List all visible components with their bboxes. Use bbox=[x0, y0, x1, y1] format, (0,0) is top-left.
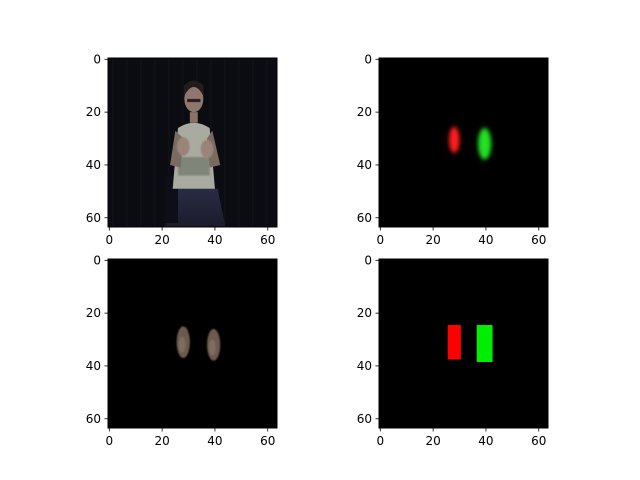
left-hand bbox=[176, 137, 190, 156]
x-tick-label: 40 bbox=[207, 233, 222, 247]
mask-box-1 bbox=[447, 325, 461, 360]
x-tick-label: 20 bbox=[425, 233, 440, 247]
y-tick-label: 0 bbox=[364, 253, 372, 267]
subplot-bottom-right: 0 20 40 60 0 20 40 60 bbox=[357, 253, 549, 448]
person-figure bbox=[112, 58, 268, 227]
right-arm bbox=[207, 130, 221, 168]
x-tick-label: 40 bbox=[207, 434, 222, 448]
axes-frame bbox=[107, 57, 278, 228]
heat-blob-2 bbox=[478, 127, 492, 160]
image-background bbox=[379, 58, 548, 227]
curtain-fold bbox=[252, 58, 254, 227]
image-background bbox=[108, 259, 277, 428]
hand-region-2 bbox=[207, 328, 221, 361]
y-tick-label: 40 bbox=[86, 158, 101, 172]
y-tick-label: 60 bbox=[357, 211, 372, 225]
curtain-fold bbox=[238, 58, 240, 227]
y-tick-label: 20 bbox=[357, 306, 372, 320]
axes-frame bbox=[378, 258, 549, 429]
y-tick-label: 0 bbox=[93, 52, 101, 66]
y-tick-label: 20 bbox=[86, 306, 101, 320]
hair bbox=[184, 80, 204, 97]
x-tick-label: 0 bbox=[106, 233, 114, 247]
x-tick-label: 60 bbox=[531, 233, 546, 247]
axes-frame bbox=[378, 57, 549, 228]
x-tick-label: 20 bbox=[154, 233, 169, 247]
legs bbox=[164, 188, 226, 227]
image-background bbox=[379, 259, 548, 428]
y-tick-label: 60 bbox=[357, 412, 372, 426]
y-tick-label: 0 bbox=[93, 253, 101, 267]
x-tick-label: 40 bbox=[478, 434, 493, 448]
x-tick-label: 20 bbox=[154, 434, 169, 448]
curtain-fold bbox=[224, 58, 226, 227]
subplot-bottom-left: 0 20 40 60 0 20 40 60 bbox=[86, 253, 278, 448]
curtain-fold bbox=[168, 58, 170, 227]
mask-box-2 bbox=[476, 325, 493, 362]
hand-highlight bbox=[209, 339, 216, 356]
y-tick-label: 20 bbox=[86, 105, 101, 119]
neck bbox=[189, 112, 198, 123]
axes-frame bbox=[107, 258, 278, 429]
subplot-top-right: 0 20 40 60 0 20 40 60 bbox=[357, 52, 549, 247]
curtain-fold bbox=[154, 58, 156, 227]
y-tick-label: 40 bbox=[357, 158, 372, 172]
y-tick-label: 60 bbox=[86, 211, 101, 225]
curtain-fold bbox=[112, 58, 114, 227]
x-tick-label: 60 bbox=[260, 233, 275, 247]
curtain-fold bbox=[266, 58, 268, 227]
curtain-fold bbox=[140, 58, 142, 227]
x-tick-label: 0 bbox=[377, 434, 385, 448]
x-tick-label: 60 bbox=[260, 434, 275, 448]
x-tick-label: 40 bbox=[478, 233, 493, 247]
x-tick-label: 60 bbox=[531, 434, 546, 448]
hand-region-1 bbox=[176, 326, 190, 359]
y-tick-label: 60 bbox=[86, 412, 101, 426]
right-hand bbox=[200, 139, 214, 159]
x-tick-label: 0 bbox=[377, 233, 385, 247]
x-tick-label: 20 bbox=[425, 434, 440, 448]
y-tick-label: 40 bbox=[357, 359, 372, 373]
curtain-fold bbox=[126, 58, 128, 227]
glasses bbox=[187, 98, 201, 103]
heat-blob-1 bbox=[448, 126, 460, 154]
y-tick-label: 0 bbox=[364, 52, 372, 66]
hand-highlight bbox=[178, 336, 186, 353]
subplot-top-left: 0 20 40 60 0 20 40 60 bbox=[86, 52, 278, 247]
x-tick-label: 0 bbox=[106, 434, 114, 448]
y-tick-label: 40 bbox=[86, 359, 101, 373]
y-tick-label: 20 bbox=[357, 105, 372, 119]
shirt-print bbox=[177, 157, 210, 176]
